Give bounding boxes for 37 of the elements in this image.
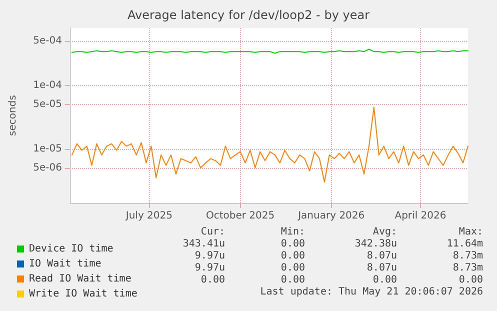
y-tick-label: 5e-04 — [33, 35, 62, 46]
text: Max: — [458, 226, 484, 238]
x-tick-label: January 2026 — [297, 210, 365, 222]
x-tick-label: October 2025 — [206, 210, 275, 222]
text: 0.00 — [200, 274, 226, 286]
x-tick-label: April 2026 — [394, 210, 446, 222]
text: Min: — [280, 226, 306, 238]
text: 0.00 — [458, 274, 484, 286]
text: 11.64m — [446, 238, 483, 250]
legend-label: Write IO Wait time — [29, 288, 138, 300]
text: 8.07u — [366, 262, 398, 274]
text: 343.41u — [182, 238, 226, 250]
text: 9.97u — [194, 250, 226, 262]
text: 8.73m — [452, 250, 484, 262]
chart-title: Average latency for /dev/loop2 - by year — [127, 8, 370, 22]
text: Cur: — [200, 226, 226, 238]
text: 0.00 — [280, 238, 306, 250]
y-tick-label: 5e-05 — [33, 98, 62, 110]
legend-label: Read IO Wait time — [29, 274, 132, 284]
y-axis-title: seconds — [8, 95, 18, 136]
text: 0.00 — [372, 274, 398, 286]
x-tick-label: July 2025 — [124, 210, 173, 222]
legend-label: IO Wait time — [29, 258, 102, 270]
y-tick-label: 1e-04 — [33, 80, 62, 91]
text: 9.97u — [194, 262, 226, 274]
text: Avg: — [372, 226, 398, 238]
text: 0.00 — [280, 262, 306, 274]
line-series — [71, 106, 468, 182]
text: 0.00 — [280, 274, 306, 286]
y-tick-label: 1e-05 — [33, 143, 62, 154]
text: 8.73m — [452, 262, 484, 274]
text: 0.00 — [280, 250, 306, 262]
text: Last update: Thu May 21 20:06:07 2026 — [260, 286, 484, 298]
y-tick-label: 5e-06 — [33, 162, 62, 174]
text: 342.38u — [354, 238, 398, 250]
text: 8.07u — [366, 250, 398, 262]
legend-label: Device IO time — [29, 244, 114, 254]
